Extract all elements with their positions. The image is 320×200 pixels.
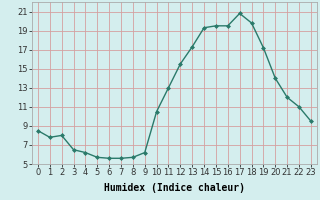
X-axis label: Humidex (Indice chaleur): Humidex (Indice chaleur) <box>104 183 245 193</box>
